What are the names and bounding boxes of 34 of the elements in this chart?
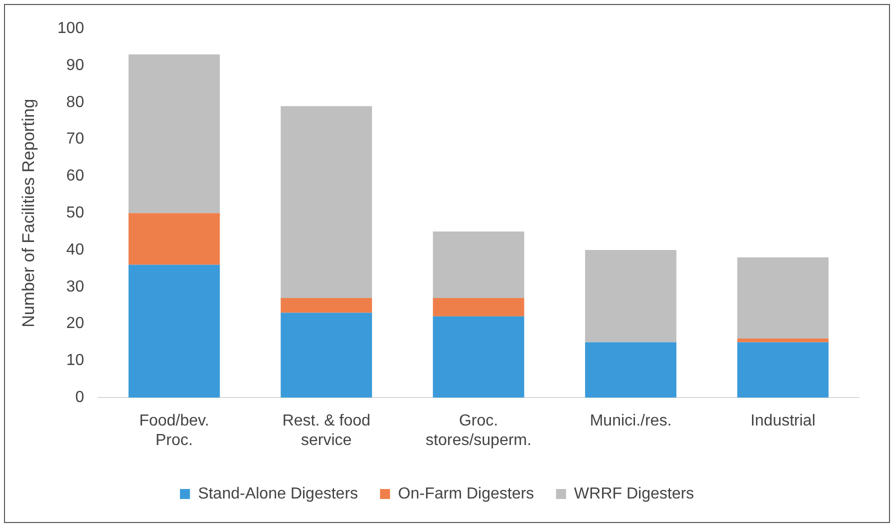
legend-label: On-Farm Digesters <box>398 485 534 502</box>
bar <box>128 213 220 265</box>
x-tick-label: Rest. & food service <box>282 412 370 449</box>
y-tick-label: 90 <box>66 56 84 74</box>
x-tick-label: Munici./res. <box>590 412 672 430</box>
bar <box>280 298 372 313</box>
bar <box>280 312 372 398</box>
bar <box>585 342 676 398</box>
y-tick-label: 10 <box>66 352 84 370</box>
y-tick-label: 70 <box>66 130 84 148</box>
x-tick-label: Groc. stores/superm. <box>426 412 532 449</box>
bar <box>128 264 220 398</box>
bar <box>432 232 524 298</box>
bar <box>737 342 829 398</box>
y-tick-label: 30 <box>66 278 84 296</box>
y-tick-label: 80 <box>66 94 84 111</box>
y-tick-label: 20 <box>66 315 84 332</box>
bar <box>280 106 372 298</box>
bar <box>128 54 220 214</box>
bar <box>432 298 524 316</box>
y-tick-label: 40 <box>66 241 84 258</box>
legend-label: Stand-Alone Digesters <box>198 485 358 502</box>
y-tick-label: 50 <box>66 204 84 222</box>
x-tick-label: Industrial <box>750 412 816 430</box>
bar <box>432 316 524 398</box>
y-tick-label: 60 <box>66 168 84 185</box>
bar <box>737 257 829 339</box>
bar <box>737 338 829 342</box>
legend-label: WRRF Digesters <box>574 485 694 502</box>
x-tick-label: Food/bev. Proc. <box>139 412 210 449</box>
bar <box>585 250 676 342</box>
y-tick-label: 100 <box>57 20 84 38</box>
y-axis-title: Number of Facilities Reporting <box>18 98 38 328</box>
y-tick-label: 0 <box>75 389 84 406</box>
